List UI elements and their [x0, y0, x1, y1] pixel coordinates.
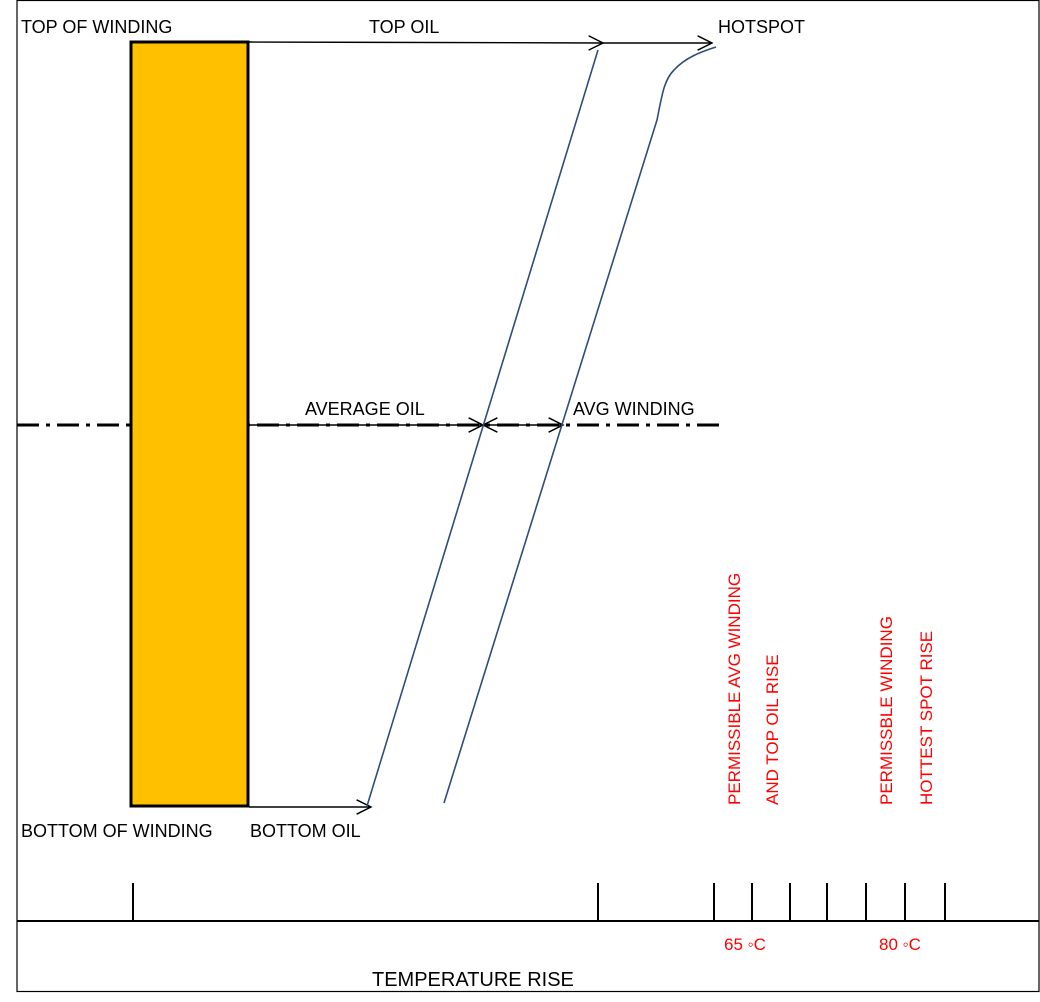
top-oil-rise-label: AND TOP OIL RISE	[763, 654, 782, 805]
oil-temperature-line	[366, 49, 599, 807]
average-oil-label: AVERAGE OIL	[305, 399, 425, 419]
top-oil-label: TOP OIL	[369, 17, 439, 37]
diagram-frame	[16, 0, 1040, 993]
avg-winding-label: AVG WINDING	[573, 399, 695, 419]
x-axis-title: TEMPERATURE RISE	[372, 969, 574, 991]
winding-block	[129, 40, 250, 808]
x-axis-ticks	[132, 883, 946, 921]
bottom-oil-label: BOTTOM OIL	[250, 821, 361, 841]
top-of-winding-label: TOP OF WINDING	[21, 17, 172, 37]
hotspot-label: HOTSPOT	[718, 17, 805, 37]
top-oil-arrow	[248, 35, 605, 51]
temp-65-label: 65 ◦C	[724, 935, 766, 954]
bottom-of-winding-label: BOTTOM OF WINDING	[21, 821, 213, 841]
hottest-spot-rise-label: HOTTEST SPOT RISE	[917, 631, 936, 805]
permissible-winding-label: PERMISSBLE WINDING	[877, 616, 896, 805]
permissible-avg-winding-label: PERMISSIBLE AVG WINDING	[725, 573, 744, 805]
temp-80-label: 80 ◦C	[879, 935, 921, 954]
winding-temperature-line	[443, 46, 717, 804]
